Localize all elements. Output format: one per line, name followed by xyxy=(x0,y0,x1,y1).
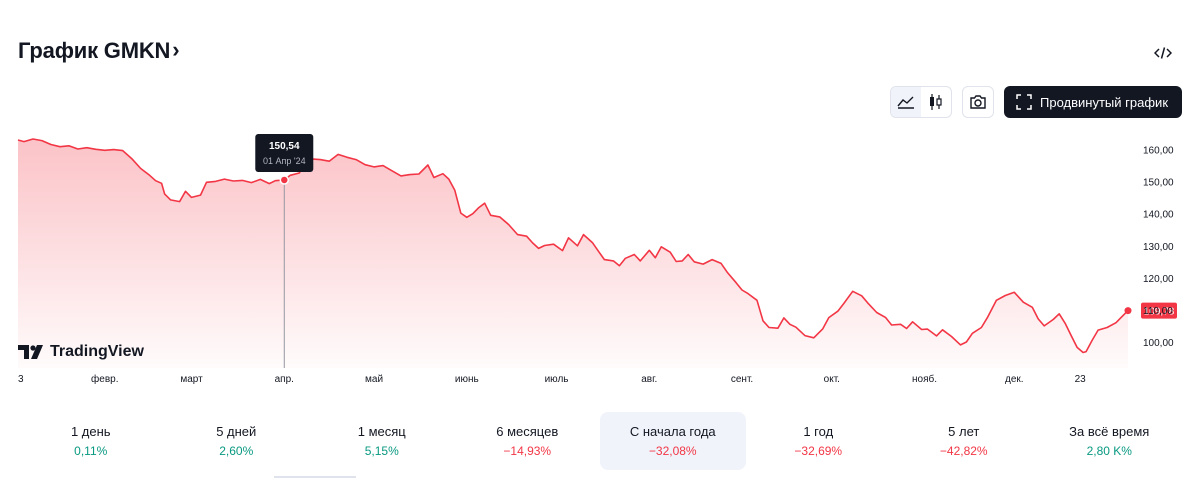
period-change: 0,11% xyxy=(74,444,108,458)
candles-chart-button[interactable] xyxy=(921,87,951,117)
chart-title-row[interactable]: График GMKN › xyxy=(18,37,180,64)
x-tick-label: март xyxy=(180,374,203,385)
period-label: 5 лет xyxy=(948,424,980,439)
period-tab[interactable]: 6 месяцев −14,93% xyxy=(455,412,601,470)
x-tick-label: дек. xyxy=(1005,374,1024,385)
highlight-point[interactable] xyxy=(279,175,290,185)
x-tick-label: 3 xyxy=(18,374,24,385)
last-price-badge xyxy=(1141,302,1177,319)
chevron-right-icon[interactable]: › xyxy=(172,37,180,62)
x-tick-label: окт. xyxy=(824,374,840,385)
period-tab[interactable]: За всё время 2,80 K% xyxy=(1037,412,1183,470)
tradingview-logo[interactable]: TradingView xyxy=(18,343,144,361)
tooltip-box xyxy=(255,133,314,172)
fullscreen-icon xyxy=(1016,94,1032,110)
tooltip-value: 150,54 xyxy=(269,141,300,152)
price-line[interactable] xyxy=(17,138,1129,354)
chart-style-switch xyxy=(890,86,953,118)
x-tick-label: июнь xyxy=(455,374,479,385)
period-change: 2,80 K% xyxy=(1086,444,1132,458)
x-tick-label: 23 xyxy=(1075,374,1087,385)
period-change: −32,08% xyxy=(648,444,697,458)
advanced-chart-button[interactable]: Продвинутый график xyxy=(1004,86,1182,118)
tradingview-logo-text: TradingView xyxy=(50,343,144,360)
scroll-indicator xyxy=(274,476,356,478)
period-tab[interactable]: 1 месяц 5,15% xyxy=(309,412,455,470)
x-tick-label: сент. xyxy=(731,374,753,385)
tooltip-date: 01 Апр '24 xyxy=(263,156,306,166)
y-tick-label: 130,00 xyxy=(1143,242,1174,253)
period-label: За всё время xyxy=(1069,424,1150,439)
code-icon xyxy=(1154,47,1172,59)
price-chart[interactable]: 150,54 01 Апр '24 109,78 100,00 110,00 120,00… xyxy=(0,128,1200,390)
period-tab[interactable]: С начала года −32,08% xyxy=(600,412,746,470)
chart-toolbar: Продвинутый график xyxy=(890,86,1182,118)
y-tick-label: 140,00 xyxy=(1143,210,1174,221)
camera-icon xyxy=(970,95,986,109)
period-label: 1 день xyxy=(70,424,111,439)
embed-code-button[interactable] xyxy=(1152,42,1174,64)
tradingview-mark-icon xyxy=(18,345,43,359)
period-label: 6 месяцев xyxy=(496,424,559,439)
x-tick-label: апр. xyxy=(275,374,294,385)
period-change: −32,69% xyxy=(794,444,843,458)
period-tab[interactable]: 5 лет −42,82% xyxy=(891,412,1037,470)
y-tick-label: 150,00 xyxy=(1143,178,1174,189)
y-tick-label: 110,00 xyxy=(1143,306,1173,317)
price-area xyxy=(18,139,1128,368)
x-tick-label: февр. xyxy=(91,373,118,385)
y-tick-label: 100,00 xyxy=(1143,338,1174,349)
period-label: 1 месяц xyxy=(357,424,406,439)
period-tab[interactable]: 1 год −32,69% xyxy=(746,412,892,470)
page-title[interactable]: График GMKN xyxy=(18,38,171,63)
x-tick-label: нояб. xyxy=(912,373,937,385)
y-tick-label: 120,00 xyxy=(1143,274,1174,285)
last-price-label: 109,78 xyxy=(1144,307,1175,318)
x-tick-label: июль xyxy=(545,374,569,385)
advanced-chart-label: Продвинутый график xyxy=(1040,94,1168,110)
last-price-point[interactable] xyxy=(1124,307,1132,315)
period-label: 1 год xyxy=(803,424,834,439)
period-label: 5 дней xyxy=(216,424,257,439)
area-chart-icon xyxy=(897,96,915,109)
x-tick-label: май xyxy=(365,374,383,385)
x-tick-label: авг. xyxy=(641,374,657,385)
period-tab[interactable]: 5 дней 2,60% xyxy=(164,412,310,470)
period-change: −14,93% xyxy=(503,444,552,458)
period-change: 2,60% xyxy=(219,444,254,458)
period-change: −42,82% xyxy=(939,444,988,458)
snapshot-button[interactable] xyxy=(962,86,995,118)
period-selector: 1 день 0,11% 5 дней 2,60% 1 месяц 5,15% 6 меся… xyxy=(18,412,1182,470)
y-tick-label: 160,00 xyxy=(1143,146,1174,157)
area-chart-button[interactable] xyxy=(891,87,922,117)
candlestick-icon xyxy=(930,94,942,110)
period-tab[interactable]: 1 день 0,11% xyxy=(18,412,164,470)
period-label: С начала года xyxy=(629,424,716,439)
period-change: 5,15% xyxy=(364,444,399,458)
